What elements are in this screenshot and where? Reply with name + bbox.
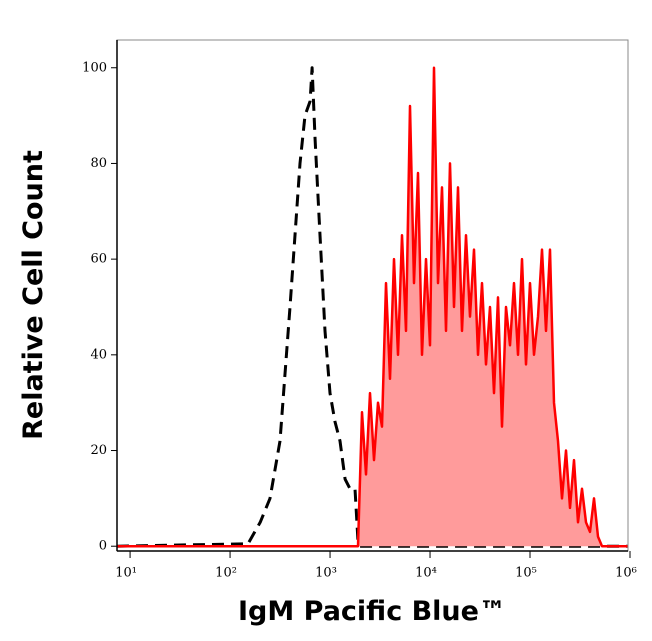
series-line xyxy=(117,66,628,548)
y-tick-label: 40 xyxy=(90,347,107,362)
area xyxy=(117,67,628,547)
y-tick-label: 60 xyxy=(90,252,107,267)
x-tick-label: 10⁴ xyxy=(415,566,437,581)
x-tick-label: 10⁵ xyxy=(515,566,537,581)
y-tick-label: 80 xyxy=(90,156,107,171)
x-tick-label: 10⁶ xyxy=(615,566,637,581)
series-line xyxy=(116,66,628,548)
y-tick-label: 100 xyxy=(82,60,107,75)
x-tick-label: 10¹ xyxy=(115,566,137,581)
y-axis-label: Relative Cell Count xyxy=(18,150,49,440)
x-tick-label: 10² xyxy=(215,566,237,581)
x-tick-label: 10³ xyxy=(315,566,337,581)
y-tick-label: 0 xyxy=(99,539,107,554)
y-tick-label: 20 xyxy=(90,443,107,458)
x-axis-label: IgM Pacific Blue™ xyxy=(238,596,506,627)
